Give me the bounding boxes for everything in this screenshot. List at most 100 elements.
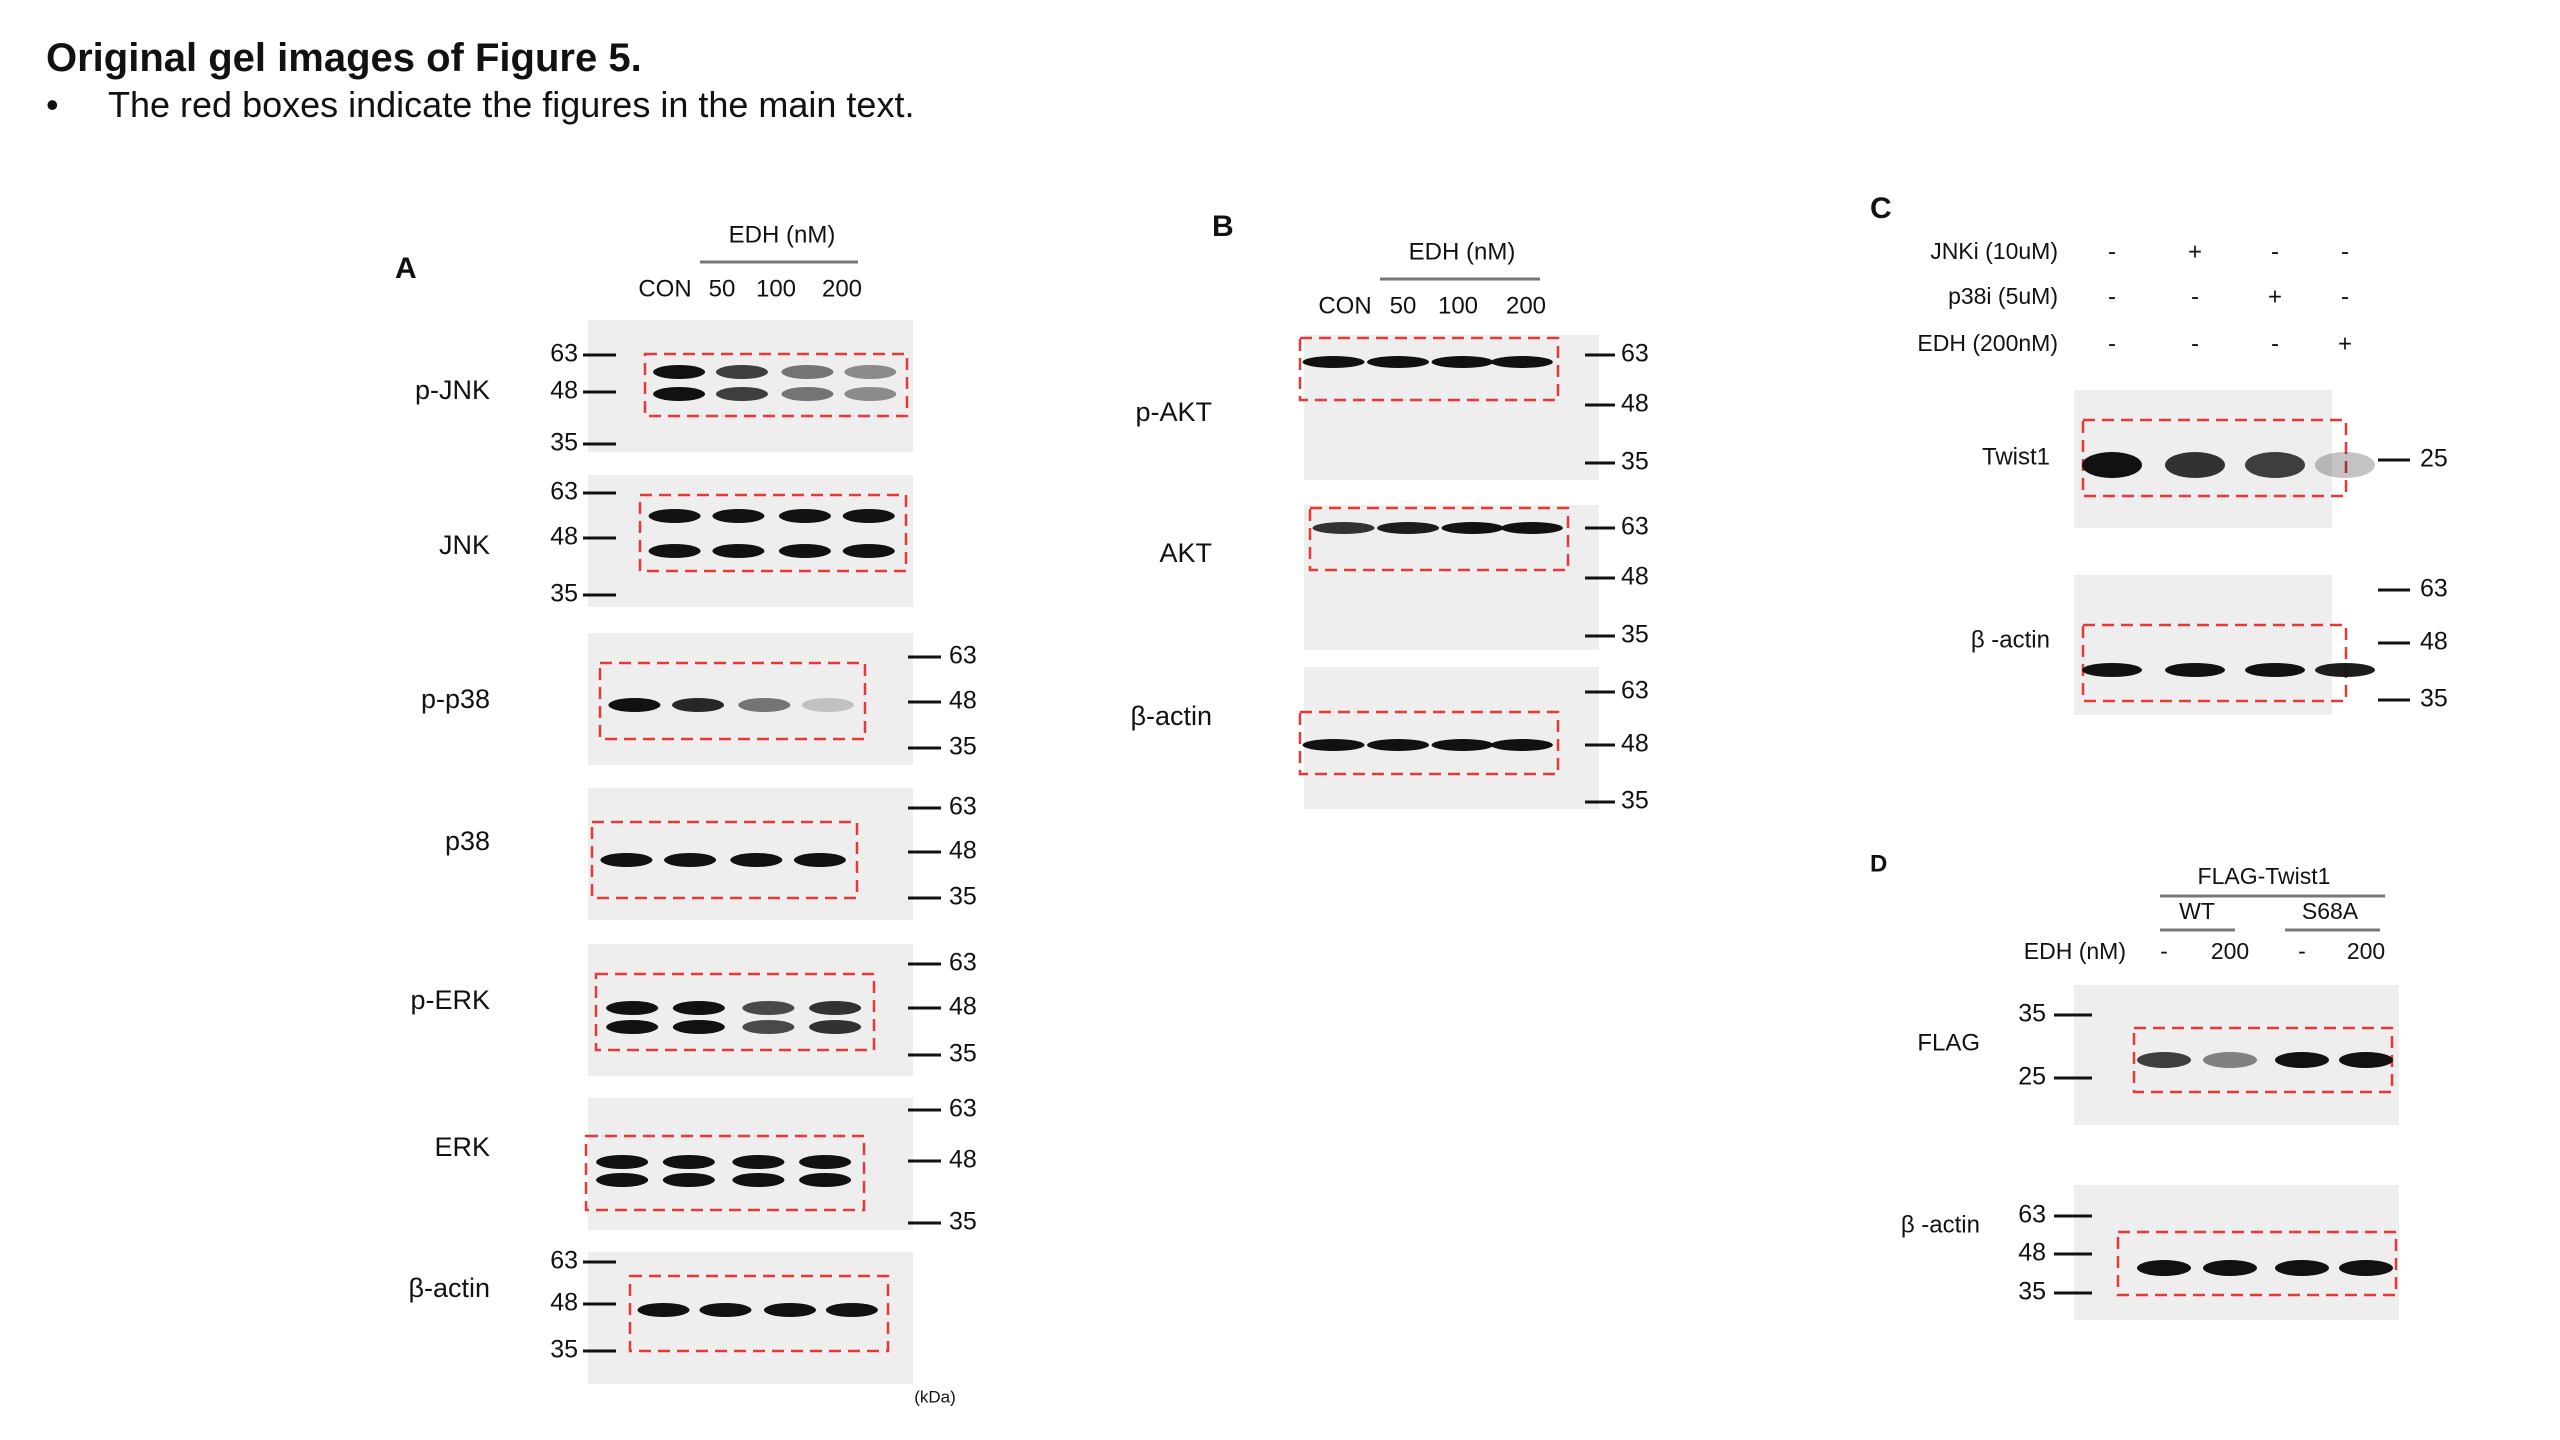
panel-a-band-p-jnk (781, 365, 834, 379)
kda-unit-label: (kDa) (914, 1387, 956, 1406)
page-title: Original gel images of Figure 5. (46, 36, 642, 80)
panel-d-marker-label: 35 (2018, 1278, 2046, 1306)
panel-d-band-flag (2275, 1052, 2329, 1068)
panel-d-gel-actin (2074, 1185, 2399, 1320)
panel-b-band-p-akt (1302, 356, 1365, 368)
panel-a-marker-label: 63 (550, 340, 578, 368)
panel-a-band-actin (637, 1303, 690, 1317)
panel-a-marker-label: 48 (949, 687, 977, 715)
panel-a-band-p-jnk (781, 387, 834, 401)
panel-a-band-erk (596, 1155, 649, 1169)
panel-d-lane-label: - (2298, 938, 2306, 964)
panel-a-band-erk (799, 1173, 852, 1187)
panel-d-marker-label: 48 (2018, 1239, 2046, 1267)
panel-b-lane-label: 100 (1438, 292, 1478, 319)
panel-a-band-jnk (778, 509, 831, 523)
panel-c-band-actin (2315, 663, 2375, 677)
panel-d-lane-label: 200 (2211, 938, 2249, 964)
panel-a-band-jnk (648, 509, 701, 523)
panel-b-marker-label: 35 (1621, 787, 1649, 815)
panel-a-blot-label-jnk: JNK (439, 530, 490, 560)
panel-c-band-actin (2165, 663, 2225, 677)
panel-c-condition-value: + (2188, 238, 2202, 265)
panel-a-band-p-erk (606, 1001, 659, 1015)
panel-a-band-erk (662, 1173, 715, 1187)
panel-b-red-box-actin (1298, 710, 1560, 776)
panel-a-band-erk (799, 1155, 852, 1169)
panel-b-treatment-header: EDH (nM) (1409, 238, 1516, 265)
panel-c-band-twist1 (2245, 452, 2305, 478)
panel-a-red-box-p-erk (594, 972, 876, 1052)
panel-b-band-actin (1367, 739, 1430, 751)
panel-c-condition-value: - (2191, 330, 2199, 357)
panel-a-lane-label: 100 (756, 275, 796, 302)
panel-b-band-akt (1377, 522, 1440, 534)
panel-c-marker-label: 25 (2420, 445, 2448, 473)
note-text: The red boxes indicate the figures in th… (108, 84, 915, 125)
panel-b-band-akt (1500, 522, 1563, 534)
panel-a-band-jnk (648, 544, 701, 558)
panel-c-band-actin (2245, 663, 2305, 677)
panel-d-lane-label: 200 (2347, 938, 2385, 964)
panel-a-band-jnk (842, 509, 895, 523)
panel-b-gel-actin (1304, 667, 1599, 809)
panel-d-label: D (1870, 850, 1887, 877)
panel-a-band-jnk (712, 544, 765, 558)
panel-a-band-p-erk (606, 1020, 659, 1034)
panel-a-band-p-p38 (738, 698, 791, 712)
panel-a-marker-label: 48 (949, 837, 977, 865)
panel-b-marker-label: 63 (1621, 340, 1649, 368)
panel-a-blot-label-p-erk: p-ERK (410, 985, 490, 1015)
panel-a-gel-jnk (588, 475, 913, 607)
panel-a-lane-label: CON (638, 275, 691, 302)
panel-c-condition-value: + (2268, 283, 2282, 310)
panel-b-band-akt (1441, 522, 1504, 534)
panel-b-lane-label: 200 (1506, 292, 1546, 319)
panel-a-band-p-p38 (801, 698, 854, 712)
panel-a-lane-label: 50 (709, 275, 736, 302)
panel-b-blot-label-actin: β-actin (1130, 701, 1212, 731)
panel-b-marker-label: 63 (1621, 677, 1649, 705)
panel-c-gel-actin (2074, 575, 2332, 715)
panel-b-label: B (1212, 210, 1234, 243)
panel-a-band-p-erk (742, 1020, 795, 1034)
panel-a-band-p-jnk (844, 387, 897, 401)
panel-c-condition-label-p38i-5um: p38i (5uM) (1948, 283, 2058, 309)
bullet-icon: • (46, 84, 59, 125)
panel-d-band-actin (2203, 1260, 2257, 1276)
panel-a-blot-label-p-jnk: p-JNK (415, 375, 490, 405)
panel-d-marker-label: 35 (2018, 1000, 2046, 1028)
panel-d-band-flag (2339, 1052, 2393, 1068)
panel-a-gel-actin (588, 1252, 913, 1384)
panel-b-red-box-p-akt (1298, 336, 1560, 402)
panel-c-marker-label: 63 (2420, 575, 2448, 603)
panel-c-condition-value: - (2108, 283, 2116, 310)
panel-a-band-p-erk (672, 1020, 725, 1034)
panel-d-marker-label: 63 (2018, 1201, 2046, 1229)
panel-d-group-label-s68a: S68A (2302, 898, 2359, 924)
panel-a-marker-label: 48 (949, 1146, 977, 1174)
panel-c-band-twist1 (2165, 452, 2225, 478)
panel-a-marker-label: 35 (550, 1336, 578, 1364)
panel-a-marker-label: 35 (949, 733, 977, 761)
panel-b-lane-label: CON (1318, 292, 1371, 319)
panel-a-band-p-jnk (844, 365, 897, 379)
panel-a-marker-label: 35 (949, 883, 977, 911)
panel-a-band-erk (732, 1155, 785, 1169)
panel-a-marker-label: 63 (949, 793, 977, 821)
panel-a-band-p-erk (809, 1001, 862, 1015)
panel-a-marker-label: 63 (949, 1095, 977, 1123)
panel-c-marker-label: 48 (2420, 628, 2448, 656)
panel-a-blot-label-erk: ERK (434, 1132, 490, 1162)
panel-b-marker-label: 48 (1621, 563, 1649, 591)
panel-a-band-p-erk (742, 1001, 795, 1015)
panel-a-marker-label: 35 (550, 580, 578, 608)
panel-a-red-box-p-jnk (643, 352, 909, 418)
panel-b-marker-label: 63 (1621, 513, 1649, 541)
panel-a-marker-label: 35 (949, 1208, 977, 1236)
panel-a-gel-p-jnk (588, 320, 913, 452)
panel-a-blot-label-p38: p38 (445, 826, 490, 856)
panel-a-marker-label: 63 (949, 949, 977, 977)
panel-a-band-actin (699, 1303, 752, 1317)
panel-c-condition-value: + (2338, 330, 2352, 357)
